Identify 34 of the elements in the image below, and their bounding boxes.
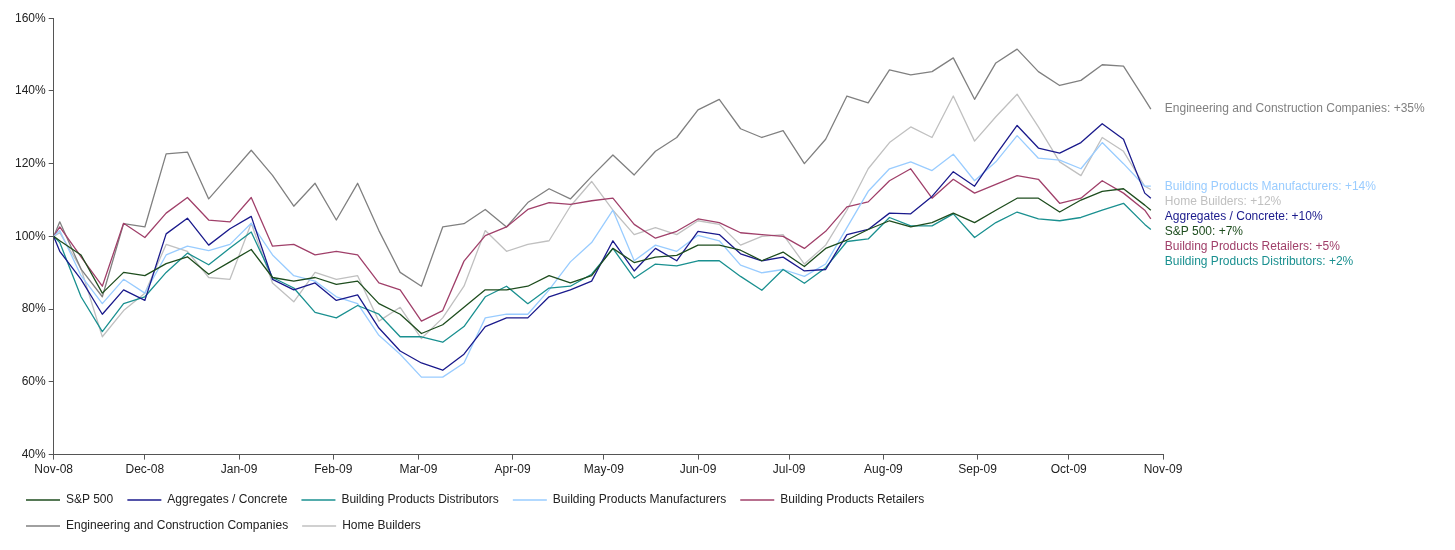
y-tick-label: 100% [14, 228, 47, 243]
legend-label: S&P 500 [66, 492, 114, 507]
y-tick-label: 160% [14, 10, 47, 25]
annotation: Building Products Distributors: +2% [1164, 253, 1354, 268]
y-tick-label: 80% [21, 301, 47, 316]
x-tick-label: Nov-08 [34, 462, 74, 477]
y-tick-label: 40% [21, 446, 47, 461]
annotation: Engineering and Construction Companies: +35% [1164, 101, 1425, 116]
x-tick-label: Jul-09 [772, 462, 806, 477]
y-tick-label: 120% [14, 155, 47, 170]
legend-label: Building Products Distributors [341, 492, 499, 507]
x-tick-label: May-09 [583, 462, 625, 477]
x-tick-label: Mar-09 [399, 462, 438, 477]
x-tick-label: Jan-09 [220, 462, 258, 477]
legend-label: Building Products Manufacturers [552, 492, 727, 507]
y-tick-label: 60% [21, 374, 47, 389]
legend-label: Aggregates / Concrete [167, 492, 288, 507]
x-tick-label: Aug-09 [864, 462, 904, 477]
legend-label: Engineering and Construction Companies [66, 518, 289, 533]
annotation: Aggregates / Concrete: +10% [1164, 208, 1323, 223]
x-tick-label: Jun-09 [679, 462, 717, 477]
x-tick-label: Dec-08 [125, 462, 165, 477]
legend-label: Home Builders [342, 518, 421, 533]
x-tick-label: Oct-09 [1050, 462, 1088, 477]
x-tick-label: Nov-09 [1143, 462, 1183, 477]
x-tick-label: Apr-09 [494, 462, 531, 477]
y-tick-label: 140% [14, 83, 47, 98]
x-tick-label: Feb-09 [314, 462, 353, 477]
x-tick-label: Sep-09 [958, 462, 998, 477]
annotation: Home Builders: +12% [1164, 193, 1282, 208]
annotation: S&P 500: +7% [1164, 223, 1244, 238]
annotation: Building Products Retailers: +5% [1164, 238, 1341, 253]
annotation: Building Products Manufacturers: +14% [1164, 178, 1377, 193]
legend-label: Building Products Retailers [780, 492, 925, 507]
